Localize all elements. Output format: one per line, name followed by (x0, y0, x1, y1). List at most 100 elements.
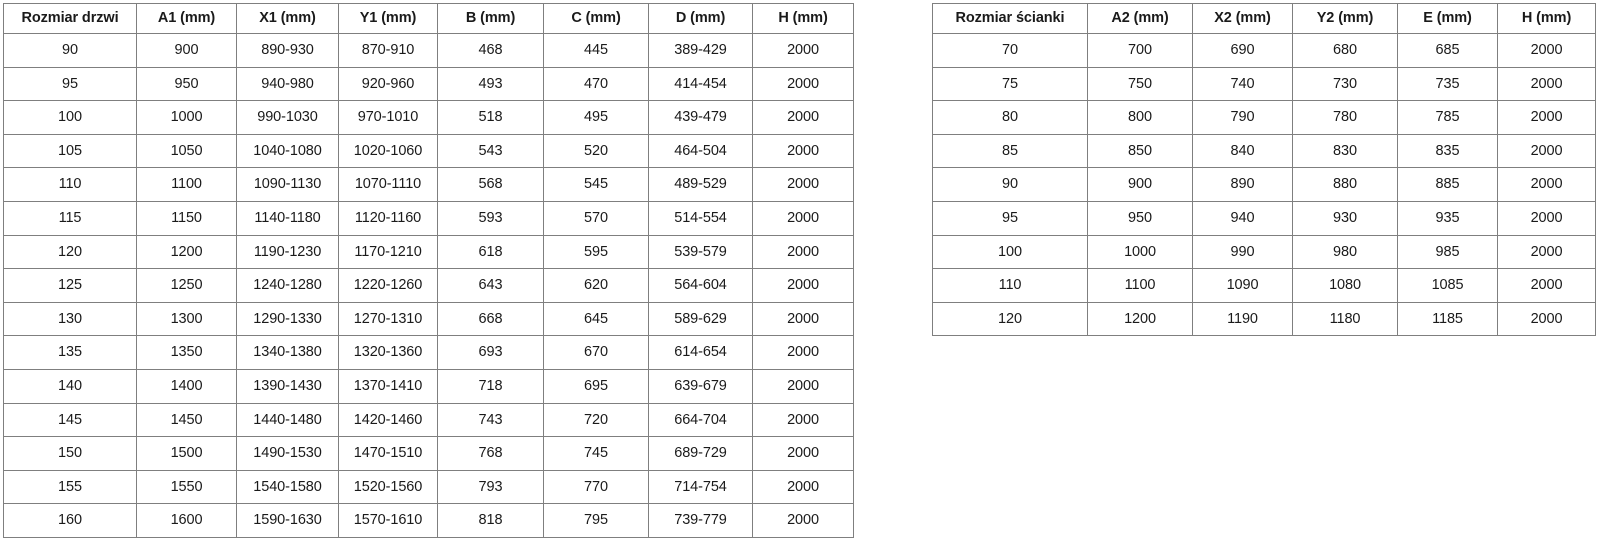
table-cell: 835 (1397, 133, 1498, 169)
table-row: 95 950 940 930 935 2000 (932, 200, 1596, 236)
table-row: 75 750 740 730 735 2000 (932, 66, 1596, 102)
table-cell: 1220-1260 (338, 268, 438, 303)
table-cell: 85 (932, 133, 1088, 169)
table-cell: 593 (437, 200, 544, 236)
table-row: 85 850 840 830 835 2000 (932, 133, 1596, 169)
table-cell: 2000 (752, 133, 854, 169)
table-cell: 539-579 (648, 234, 753, 270)
table-row: 145 1450 1440-1480 1420-1460 743 720 664-704 20… (3, 402, 854, 438)
table-row: 110 1100 1090-1130 1070-1110 568 545 489-529 20… (3, 167, 854, 202)
table-row: 160 1600 1590-1630 1570-1610 818 795 739-779 20… (3, 503, 854, 538)
table-cell: 830 (1292, 133, 1398, 169)
table-cell: 690 (1192, 33, 1293, 68)
table-row: 130 1300 1290-1330 1270-1310 668 645 589-629 20… (3, 301, 854, 337)
table-cell: 870-910 (338, 33, 438, 68)
table-cell: 685 (1397, 33, 1498, 68)
table-cell: 1450 (136, 402, 237, 438)
table-cell: 670 (543, 335, 649, 370)
table-cell: 95 (3, 66, 137, 102)
table-cell: 950 (1087, 200, 1193, 236)
table-row: 140 1400 1390-1430 1370-1410 718 695 639-679 20… (3, 368, 854, 404)
table-cell: 1070-1110 (338, 167, 438, 202)
table-cell: 950 (136, 66, 237, 102)
column-header: X1 (mm) (236, 3, 339, 34)
table-cell: 100 (932, 234, 1088, 270)
table-cell: 645 (543, 301, 649, 337)
table-cell: 1320-1360 (338, 335, 438, 370)
table-cell: 155 (3, 469, 137, 505)
table-cell: 2000 (752, 268, 854, 303)
table-cell: 700 (1087, 33, 1193, 68)
table-cell: 90 (3, 33, 137, 68)
table-cell: 739-779 (648, 503, 753, 538)
table-cell: 680 (1292, 33, 1398, 68)
table-cell: 470 (543, 66, 649, 102)
table-cell: 840 (1192, 133, 1293, 169)
table-cell: 1570-1610 (338, 503, 438, 538)
table-cell: 2000 (1497, 167, 1596, 202)
table-cell: 1000 (1087, 234, 1193, 270)
table-cell: 1350 (136, 335, 237, 370)
table-row: 110 1100 1090 1080 1085 2000 (932, 268, 1596, 303)
table-cell: 668 (437, 301, 544, 337)
column-header: A2 (mm) (1087, 3, 1193, 34)
table-cell: 1490-1530 (236, 436, 339, 471)
table-cell: 2000 (752, 66, 854, 102)
table-cell: 2000 (752, 234, 854, 270)
table-cell: 620 (543, 268, 649, 303)
table-cell: 2000 (752, 100, 854, 135)
table-cell: 2000 (1497, 33, 1596, 68)
table-cell: 140 (3, 368, 137, 404)
table-cell: 120 (3, 234, 137, 270)
table-cell: 495 (543, 100, 649, 135)
table-cell: 850 (1087, 133, 1193, 169)
table-row: 95 950 940-980 920-960 493 470 414-454 2000 (3, 66, 854, 102)
table-cell: 1185 (1397, 301, 1498, 337)
table-cell: 880 (1292, 167, 1398, 202)
table-cell: 780 (1292, 100, 1398, 135)
table-cell: 689-729 (648, 436, 753, 471)
column-header: Rozmiar drzwi (3, 3, 137, 34)
table-cell: 2000 (1497, 268, 1596, 303)
table-cell: 1240-1280 (236, 268, 339, 303)
column-header: X2 (mm) (1192, 3, 1293, 34)
table-cell: 2000 (752, 436, 854, 471)
table-cell: 1470-1510 (338, 436, 438, 471)
column-header: Y1 (mm) (338, 3, 438, 34)
table-cell: 2000 (1497, 301, 1596, 337)
table-cell: 135 (3, 335, 137, 370)
table-cell: 1600 (136, 503, 237, 538)
table-cell: 980 (1292, 234, 1398, 270)
column-header: H (mm) (1497, 3, 1596, 34)
table-cell: 614-654 (648, 335, 753, 370)
table-cell: 1085 (1397, 268, 1498, 303)
table-cell: 695 (543, 368, 649, 404)
table-cell: 768 (437, 436, 544, 471)
table-cell: 1400 (136, 368, 237, 404)
table-cell: 1200 (1087, 301, 1193, 337)
table-cell: 389-429 (648, 33, 753, 68)
table-cell: 930 (1292, 200, 1398, 236)
table-row: 155 1550 1540-1580 1520-1560 793 770 714-754 20… (3, 469, 854, 505)
table-cell: 1340-1380 (236, 335, 339, 370)
table-cell: 2000 (752, 402, 854, 438)
table-row: 135 1350 1340-1380 1320-1360 693 670 614-654 20… (3, 335, 854, 370)
table-header-row: Rozmiar drzwi A1 (mm) X1 (mm) Y1 (mm) B (mm)… (3, 3, 854, 34)
table-cell: 1200 (136, 234, 237, 270)
table-cell: 1290-1330 (236, 301, 339, 337)
table-cell: 793 (437, 469, 544, 505)
table-cell: 2000 (752, 335, 854, 370)
table-cell: 1550 (136, 469, 237, 505)
table-cell: 90 (932, 167, 1088, 202)
table-cell: 1100 (1087, 268, 1193, 303)
table-cell: 750 (1087, 66, 1193, 102)
table-cell: 900 (1087, 167, 1193, 202)
table-cell: 130 (3, 301, 137, 337)
table-cell: 1190-1230 (236, 234, 339, 270)
table-cell: 120 (932, 301, 1088, 337)
table-cell: 2000 (752, 301, 854, 337)
table-row: 80 800 790 780 785 2000 (932, 100, 1596, 135)
table-cell: 800 (1087, 100, 1193, 135)
table-cell: 468 (437, 33, 544, 68)
doors-dimension-table-container: Rozmiar drzwi A1 (mm) X1 (mm) Y1 (mm) B (mm)… (3, 3, 854, 538)
